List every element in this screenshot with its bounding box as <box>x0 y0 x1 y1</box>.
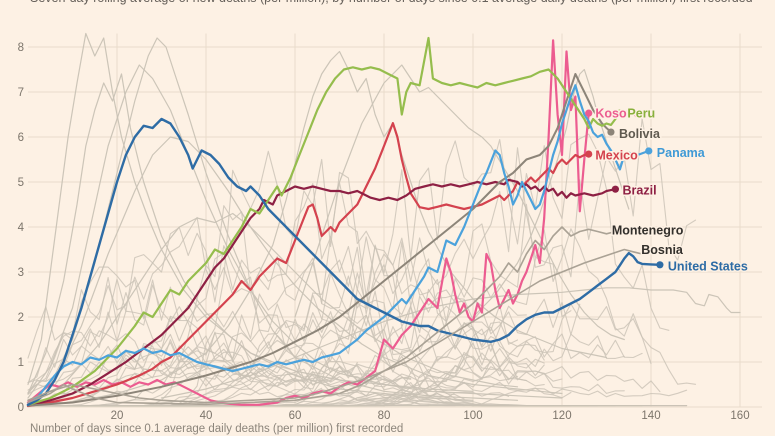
background-line <box>27 216 385 394</box>
series-end-dot-mexico <box>585 150 593 158</box>
y-tick-5: 5 <box>18 177 24 189</box>
label-kosovo: Kosovo <box>595 107 641 121</box>
series-end-dot-bolivia <box>607 128 615 136</box>
y-tick-3: 3 <box>18 267 24 279</box>
x-tick-60: 60 <box>289 410 302 422</box>
background-line-gray-early-double <box>27 73 474 395</box>
x-tick-140: 140 <box>641 410 660 422</box>
background-line-gray-early-spike-3 <box>27 64 563 399</box>
y-tick-8: 8 <box>18 42 24 54</box>
label-montenegro: Montenegro <box>612 224 684 238</box>
x-tick-100: 100 <box>463 410 482 422</box>
y-tick-7: 7 <box>18 87 24 99</box>
y-tick-0: 0 <box>18 402 24 414</box>
series-end-dot-kosovo <box>585 109 593 117</box>
background-line-gray-early-spike-2 <box>27 37 519 404</box>
background-line <box>27 345 572 407</box>
label-united-states: United States <box>668 260 748 274</box>
background-line <box>27 118 697 407</box>
series-end-dot-panama <box>645 147 653 155</box>
series-end-dot-peru <box>616 109 624 117</box>
background-line <box>27 133 670 407</box>
label-bosnia: Bosnia <box>641 243 684 257</box>
background-line-gray-long-right <box>160 287 741 399</box>
highlighted-series <box>26 36 664 408</box>
y-tick-1: 1 <box>18 357 24 369</box>
label-peru: Peru <box>627 107 655 121</box>
background-line-gray-early-spike-1 <box>27 32 474 401</box>
series-line-bolivia <box>27 73 612 407</box>
series-line-kosovo <box>26 39 590 406</box>
series-line-montenegro <box>27 226 626 406</box>
x-tick-40: 40 <box>200 410 213 422</box>
x-tick-80: 80 <box>378 410 391 422</box>
series-end-dot-brazil <box>611 185 620 193</box>
background-country-lines <box>27 32 741 407</box>
label-brazil: Brazil <box>623 184 657 198</box>
label-panama: Panama <box>657 146 706 160</box>
label-bolivia: Bolivia <box>619 127 661 141</box>
series-line-brazil <box>26 178 617 407</box>
series-line-united-states <box>26 117 662 406</box>
axis-tick-labels: 0 1 2 3 4 5 6 7 8 20 40 60 80 100 120 140 160 <box>18 42 750 422</box>
series-line-bosnia <box>27 248 657 404</box>
x-axis-label: Number of days since 0.1 average daily d… <box>30 423 404 435</box>
series-line-mexico <box>26 121 590 408</box>
x-tick-20: 20 <box>111 410 124 422</box>
background-line-gray-broad-hump <box>27 136 563 404</box>
series-line-peru <box>26 36 622 406</box>
chart-title: Seven-day rolling average of new deaths … <box>30 0 770 5</box>
background-line <box>27 228 697 407</box>
label-mexico: Mexico <box>595 149 638 163</box>
x-tick-160: 160 <box>730 410 749 422</box>
y-tick-6: 6 <box>18 132 24 144</box>
series-end-dot-united-states <box>656 261 664 269</box>
background-line-gray-late-peak <box>472 68 630 318</box>
y-tick-4: 4 <box>18 222 25 234</box>
background-line <box>27 205 554 407</box>
background-line <box>27 276 323 394</box>
x-tick-120: 120 <box>552 410 571 422</box>
background-line-gray-diagonal-ridge <box>294 64 625 341</box>
background-line <box>27 353 519 407</box>
y-tick-2: 2 <box>18 312 24 324</box>
series-line-panama <box>26 84 650 406</box>
